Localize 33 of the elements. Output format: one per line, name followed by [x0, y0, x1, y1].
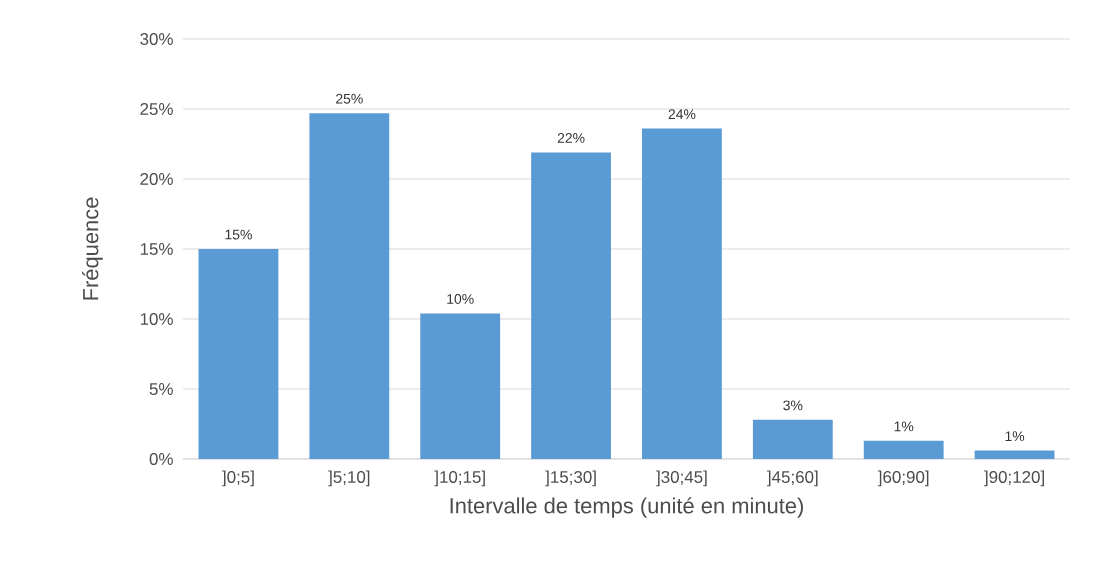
- x-tick-label: ]45;60]: [767, 470, 818, 487]
- x-tick-label: ]15;30]: [545, 470, 596, 487]
- bar: [974, 450, 1055, 459]
- y-axis-title: Fréquence: [82, 197, 103, 300]
- bar: [309, 113, 390, 459]
- x-tick-label: ]60;90]: [877, 470, 929, 487]
- data-label: 1%: [1005, 431, 1025, 442]
- y-tick-label: 25%: [140, 103, 173, 115]
- bar: [531, 152, 611, 459]
- data-label: 22%: [557, 133, 585, 143]
- x-tick-label: ]90;120]: [984, 470, 1044, 487]
- bar: [198, 249, 279, 459]
- data-label: 3%: [783, 400, 803, 411]
- bar: [863, 440, 944, 459]
- y-tick-label: 15%: [140, 243, 173, 255]
- data-label: 15%: [225, 229, 252, 240]
- x-tick-label: ]5;10]: [328, 470, 370, 487]
- x-tick-label: ]10;15]: [434, 470, 485, 487]
- y-tick-label: 20%: [140, 173, 173, 185]
- y-tick-label: 5%: [149, 383, 173, 395]
- data-label: 24%: [668, 109, 696, 120]
- data-label: 25%: [336, 93, 363, 104]
- bar: [752, 419, 833, 459]
- x-tick-label: ]30;45]: [656, 470, 707, 487]
- bar: [420, 313, 501, 459]
- y-tick-label: 0%: [149, 453, 173, 465]
- data-label: 10%: [447, 293, 474, 304]
- x-tick-label: ]0;5]: [222, 470, 254, 487]
- bar: [642, 128, 722, 459]
- y-tick-label: 30%: [140, 33, 173, 45]
- x-axis-title: Intervalle de temps (unité en minute): [450, 497, 803, 518]
- y-tick-label: 10%: [140, 313, 173, 325]
- data-label: 1%: [894, 421, 914, 432]
